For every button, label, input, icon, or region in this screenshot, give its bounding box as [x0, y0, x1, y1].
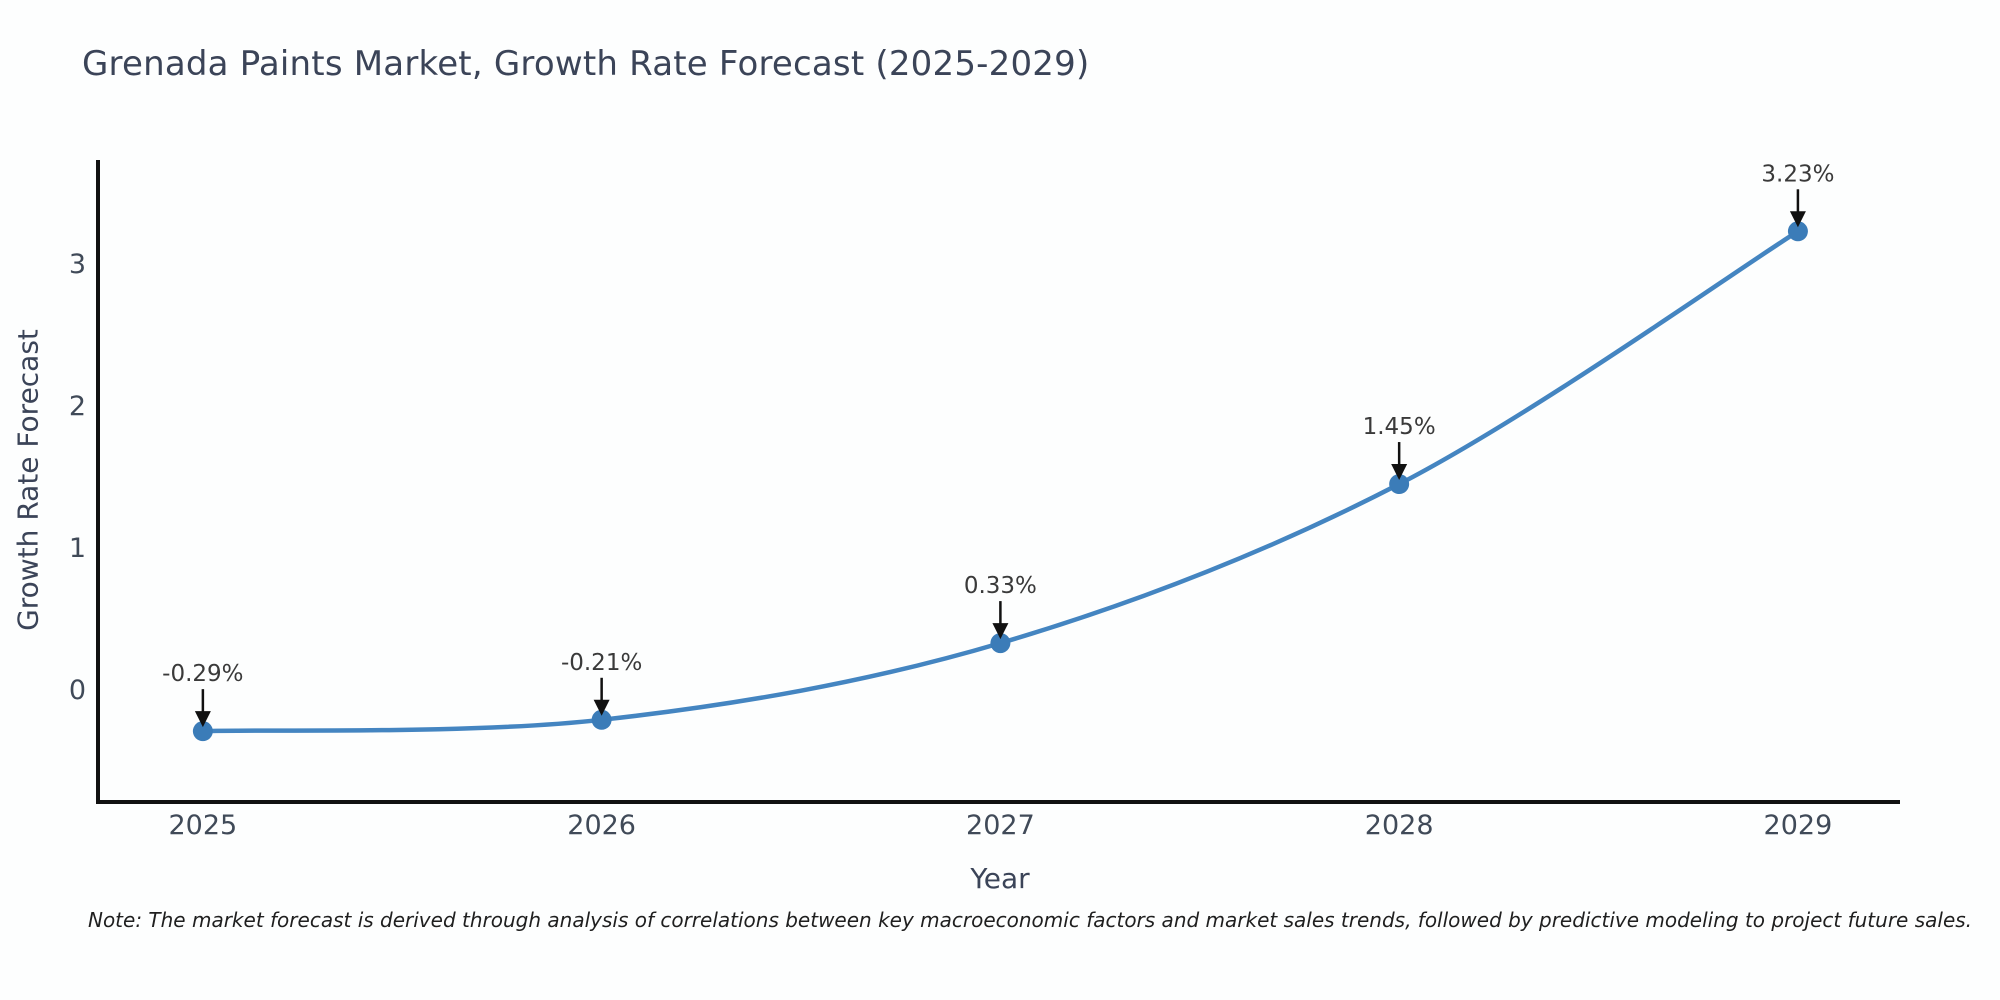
x-tick-label: 2027	[966, 810, 1035, 841]
annotation-arrow-head	[1391, 464, 1408, 481]
point-label: -0.21%	[561, 650, 642, 676]
x-tick-label: 2026	[567, 810, 636, 841]
data-point-marker	[1787, 221, 1808, 242]
forecast-line	[200, 229, 1801, 734]
point-label: 3.23%	[1761, 161, 1834, 187]
y-tick-label: 2	[69, 391, 86, 422]
x-tick-label: 2028	[1365, 810, 1434, 841]
x-tick-label: 2029	[1764, 810, 1833, 841]
footnote: Note: The market forecast is derived thr…	[87, 908, 1973, 932]
y-tick-label: 1	[69, 533, 86, 564]
y-tick-label: 0	[69, 675, 86, 706]
data-point-marker	[990, 633, 1011, 654]
data-point-marker	[192, 721, 213, 742]
chart-title: Grenada Paints Market, Growth Rate Forec…	[82, 44, 1090, 84]
annotation-arrow-head	[992, 623, 1009, 640]
y-tick-label: 3	[69, 249, 86, 280]
x-tick-label: 2025	[169, 810, 238, 841]
data-point-marker	[1389, 474, 1410, 495]
point-label: 0.33%	[964, 573, 1037, 599]
point-label: -0.29%	[162, 661, 243, 687]
annotation-arrow-head	[194, 711, 211, 728]
data-point-marker	[591, 709, 612, 730]
x-axis-title: Year	[970, 862, 1030, 895]
point-label: 1.45%	[1363, 414, 1436, 440]
annotation-arrow-head	[1789, 211, 1806, 228]
annotation-arrow-head	[593, 699, 610, 716]
